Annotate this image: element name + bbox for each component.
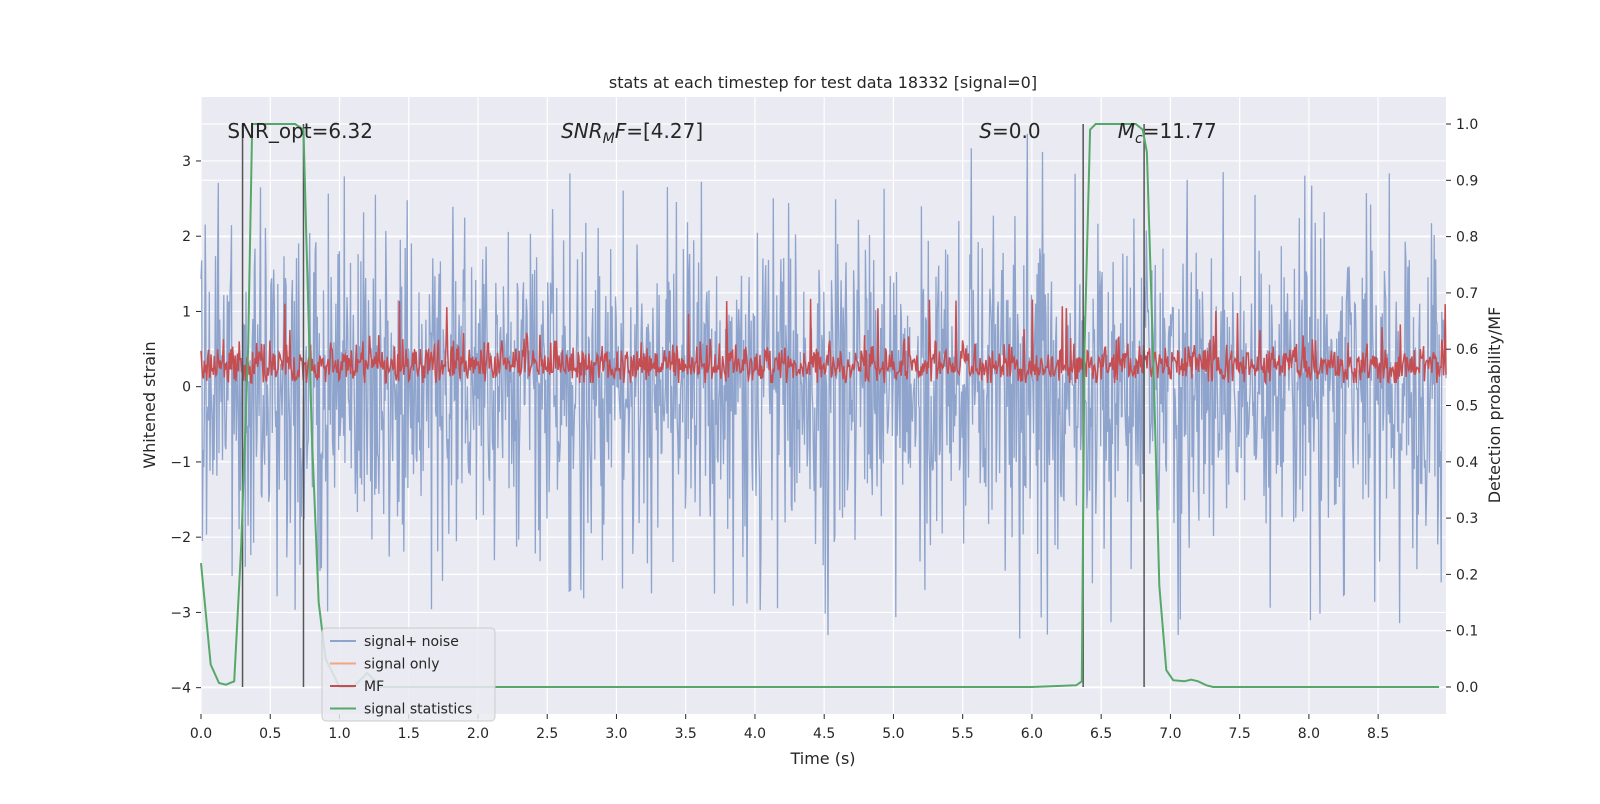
annotation: S=0.0 (979, 119, 1040, 143)
legend-label: MF (364, 679, 384, 695)
y-right-tick-label: 0.2 (1456, 567, 1478, 583)
x-tick-label: 2.5 (536, 726, 558, 742)
x-tick-label: 1.0 (328, 726, 350, 742)
y-right-tick-label: 1.0 (1456, 117, 1478, 133)
chart-title: stats at each timestep for test data 183… (609, 73, 1037, 92)
signal-statistics-line (200, 123, 1440, 688)
legend: signal+ noise signal only MF signal statist… (321, 627, 496, 722)
x-tick-label: 4.0 (744, 726, 766, 742)
x-axis-label: Time (s) (789, 749, 855, 768)
y-left-tick-label: 1 (182, 304, 191, 320)
y-right-tick-label: 0.7 (1456, 286, 1478, 302)
annotation: Mc=11.77 (1118, 119, 1217, 147)
ticks: 0.0 0.5 1.0 1.5 2.0 2.5 3.0 3.5 4.0 4.5 5.0 5.5 6.0 6… (170, 117, 1478, 742)
x-tick-label: 8.0 (1298, 726, 1320, 742)
x-tick-label: 3.5 (675, 726, 697, 742)
x-tick-label: 5.5 (952, 726, 974, 742)
annotation: SNRMF=[4.27] (561, 119, 703, 147)
y-axis-label-right: Detection probability/MF (1485, 307, 1504, 504)
y-left-tick-label: 3 (182, 154, 191, 170)
x-tick-label: 0.5 (259, 726, 281, 742)
x-tick-label: 2.0 (467, 726, 489, 742)
legend-label: signal statistics (364, 702, 472, 718)
signal-statistics-series (200, 123, 1440, 688)
mf-series (200, 298, 1447, 386)
y-left-tick-label: 2 (182, 229, 191, 245)
x-tick-label: 8.5 (1367, 726, 1389, 742)
x-tick-label: 6.5 (1090, 726, 1112, 742)
y-right-tick-label: 0.8 (1456, 230, 1478, 246)
y-right-tick-label: 0.6 (1456, 342, 1478, 358)
mf-line (200, 298, 1447, 386)
x-tick-label: 7.0 (1159, 726, 1181, 742)
y-right-tick-label: 0.9 (1456, 173, 1478, 189)
legend-label: signal+ noise (364, 634, 459, 650)
y-right-tick-label: 0.3 (1456, 511, 1478, 527)
x-tick-label: 5.0 (882, 726, 904, 742)
x-tick-label: 0.0 (190, 726, 212, 742)
y-right-tick-label: 0.4 (1456, 455, 1478, 471)
legend-box (321, 627, 496, 722)
y-right-tick-label: 0.5 (1456, 399, 1478, 415)
x-tick-label: 6.0 (1021, 726, 1043, 742)
y-right-tick-label: 0.0 (1456, 680, 1478, 696)
y-axis-label-left: Whitened strain (140, 341, 159, 468)
x-tick-label: 1.5 (398, 726, 420, 742)
y-right-tick-label: 0.1 (1456, 624, 1478, 640)
x-tick-label: 7.5 (1229, 726, 1251, 742)
x-tick-label: 4.5 (813, 726, 835, 742)
annotation: SNR_opt=6.32 (227, 119, 373, 143)
y-left-tick-label: 0 (182, 380, 191, 396)
y-left-tick-label: −1 (170, 455, 191, 471)
y-left-tick-label: −2 (170, 530, 191, 546)
y-left-tick-label: −4 (170, 681, 191, 697)
y-left-tick-label: −3 (170, 605, 191, 621)
legend-label: signal only (364, 657, 439, 673)
annotations: SNR_opt=6.32 SNRMF=[4.27] S=0.0 Mc=11.77 (227, 119, 1216, 147)
x-tick-label: 3.0 (605, 726, 627, 742)
